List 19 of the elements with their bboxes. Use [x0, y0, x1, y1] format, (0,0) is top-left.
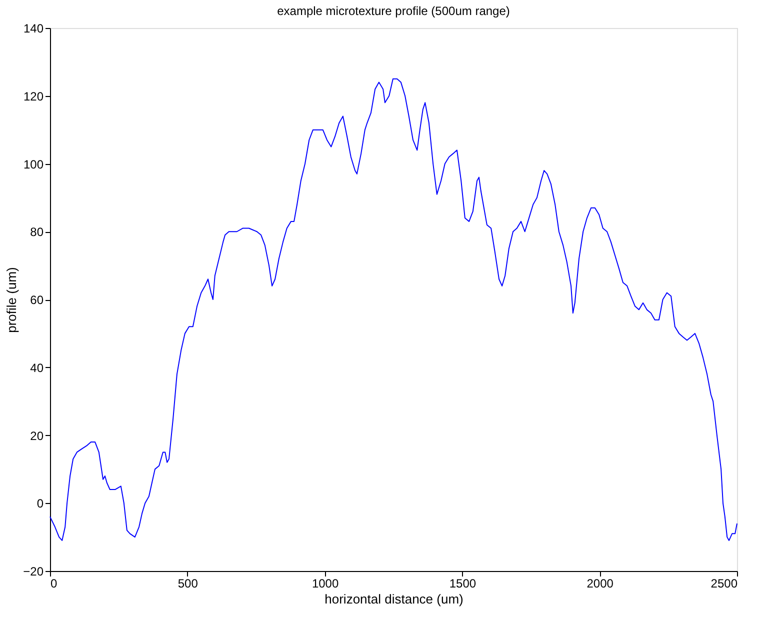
y-tick-label: 60: [30, 293, 44, 307]
x-tick-label: 2000: [586, 576, 614, 590]
y-tick-label: 100: [23, 157, 44, 172]
y-tick-label: −20: [23, 564, 44, 578]
y-tick-label: 40: [30, 360, 44, 375]
y-axis-title: profile (um): [4, 267, 20, 333]
x-tick-label: 1000: [312, 576, 339, 590]
x-axis-title: horizontal distance (um): [324, 592, 464, 606]
y-tick-label: 0: [36, 496, 44, 511]
x-tick-label: 500: [178, 576, 198, 590]
y-tick-label: 120: [23, 89, 44, 104]
x-tick-label: 1500: [449, 576, 476, 590]
x-tick-label: 0: [50, 576, 58, 590]
y-tick-label: 20: [30, 428, 44, 443]
x-tick-label: 2500: [710, 576, 738, 590]
line-series: [50, 78, 738, 541]
y-tick-label: 80: [30, 225, 44, 240]
chart-title: example microtexture profile (500um range): [277, 4, 510, 18]
y-tick-label: 140: [23, 22, 44, 36]
